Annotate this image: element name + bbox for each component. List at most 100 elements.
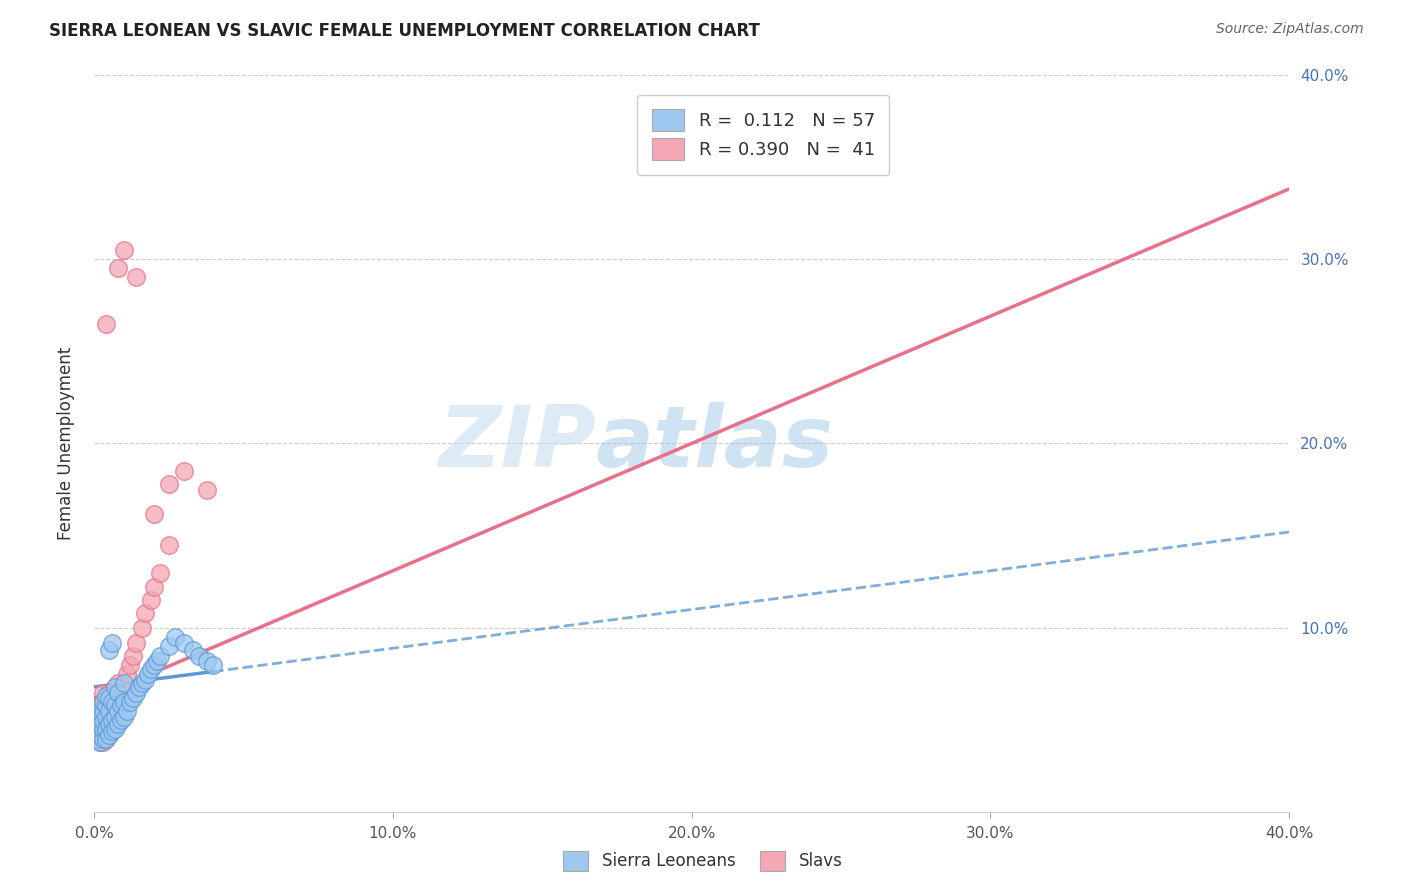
- Point: [94, 723, 117, 737]
- Point: [197, 654, 219, 668]
- Point: [128, 680, 150, 694]
- Point: [91, 723, 114, 737]
- Point: [104, 685, 127, 699]
- Point: [86, 731, 108, 746]
- Point: [187, 648, 209, 663]
- Point: [197, 483, 219, 497]
- Point: [91, 731, 114, 746]
- Point: [91, 704, 114, 718]
- Point: [112, 243, 135, 257]
- Point: [86, 731, 108, 746]
- Point: [97, 643, 120, 657]
- Point: [107, 685, 129, 699]
- Point: [134, 606, 156, 620]
- Point: [104, 698, 127, 713]
- Point: [107, 676, 129, 690]
- Point: [118, 657, 141, 672]
- Point: [149, 648, 172, 663]
- Point: [89, 704, 111, 718]
- Point: [142, 507, 165, 521]
- Point: [101, 713, 124, 727]
- Point: [110, 698, 132, 713]
- Point: [94, 731, 117, 746]
- Point: [163, 630, 186, 644]
- Point: [104, 709, 127, 723]
- Point: [115, 667, 138, 681]
- Text: SIERRA LEONEAN VS SLAVIC FEMALE UNEMPLOYMENT CORRELATION CHART: SIERRA LEONEAN VS SLAVIC FEMALE UNEMPLOY…: [49, 22, 761, 40]
- Point: [91, 685, 114, 699]
- Point: [91, 735, 114, 749]
- Point: [142, 657, 165, 672]
- Point: [94, 690, 117, 704]
- Point: [91, 704, 114, 718]
- Point: [89, 735, 111, 749]
- Point: [149, 566, 172, 580]
- Point: [131, 676, 153, 690]
- Point: [86, 704, 108, 718]
- Point: [107, 704, 129, 718]
- Point: [86, 713, 108, 727]
- Point: [89, 735, 111, 749]
- Point: [112, 676, 135, 690]
- Point: [136, 667, 159, 681]
- Point: [104, 713, 127, 727]
- Point: [125, 270, 148, 285]
- Point: [89, 717, 111, 731]
- Point: [94, 317, 117, 331]
- Point: [101, 724, 124, 739]
- Text: atlas: atlas: [596, 402, 834, 485]
- Y-axis label: Female Unemployment: Female Unemployment: [58, 347, 75, 540]
- Point: [110, 695, 132, 709]
- Point: [121, 691, 143, 706]
- Point: [139, 593, 162, 607]
- Text: Source: ZipAtlas.com: Source: ZipAtlas.com: [1216, 22, 1364, 37]
- Point: [110, 713, 132, 727]
- Point: [202, 657, 225, 672]
- Point: [97, 704, 120, 718]
- Point: [173, 464, 195, 478]
- Point: [94, 713, 117, 727]
- Point: [101, 717, 124, 731]
- Point: [104, 723, 127, 737]
- Point: [139, 661, 162, 675]
- Point: [101, 636, 124, 650]
- Point: [97, 704, 120, 718]
- Point: [121, 648, 143, 663]
- Point: [157, 538, 180, 552]
- Point: [86, 723, 108, 737]
- Point: [97, 691, 120, 706]
- Legend: R =  0.112   N = 57, R = 0.390   N =  41: R = 0.112 N = 57, R = 0.390 N = 41: [637, 95, 890, 175]
- Point: [97, 728, 120, 742]
- Point: [142, 580, 165, 594]
- Point: [118, 695, 141, 709]
- Point: [157, 640, 180, 654]
- Point: [91, 713, 114, 727]
- Point: [157, 477, 180, 491]
- Point: [89, 728, 111, 742]
- Point: [94, 698, 117, 713]
- Point: [89, 698, 111, 713]
- Point: [101, 695, 124, 709]
- Point: [181, 643, 204, 657]
- Point: [112, 709, 135, 723]
- Point: [104, 680, 127, 694]
- Point: [125, 685, 148, 699]
- Point: [101, 695, 124, 709]
- Point: [131, 621, 153, 635]
- Point: [125, 636, 148, 650]
- Point: [107, 717, 129, 731]
- Point: [94, 731, 117, 746]
- Point: [97, 685, 120, 699]
- Point: [91, 723, 114, 737]
- Point: [97, 717, 120, 731]
- Point: [94, 709, 117, 723]
- Point: [145, 654, 167, 668]
- Point: [107, 709, 129, 723]
- Point: [134, 673, 156, 687]
- Point: [89, 717, 111, 731]
- Point: [115, 704, 138, 718]
- Point: [112, 680, 135, 694]
- Point: [97, 728, 120, 742]
- Text: ZIP: ZIP: [439, 402, 596, 485]
- Legend: Sierra Leoneans, Slavs: Sierra Leoneans, Slavs: [555, 842, 851, 880]
